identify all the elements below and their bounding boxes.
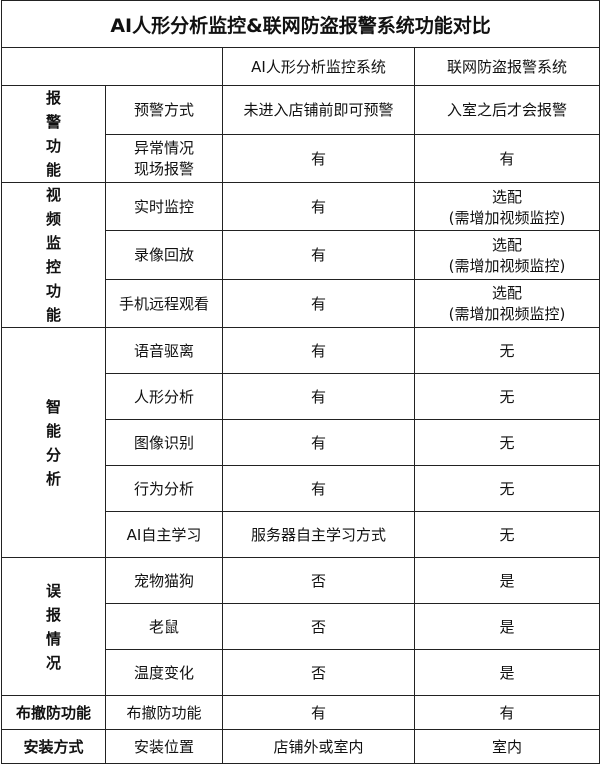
group-text: 视频监控功能	[45, 186, 61, 324]
table-row: AI自主学习 服务器自主学习方式无	[2, 511, 600, 558]
feature-name: 预警方式	[105, 85, 223, 135]
cell-value: 有	[222, 278, 415, 329]
cell-value: 有	[222, 373, 415, 420]
cell-value: 有	[413, 133, 600, 183]
cell-value: 入室之后才会报警	[413, 85, 600, 135]
table-row: 温度变化否是	[2, 649, 600, 696]
cell-value: 否	[222, 557, 415, 604]
table-row: 智能分析 语音驱离有无	[1, 327, 600, 558]
table-row: 误报情况 宠物猫狗否是	[1, 557, 600, 696]
cell-value: 有	[222, 465, 415, 512]
table-row: 视频监控功能 实时监控有选配 (需增加视频监控)	[1, 181, 600, 328]
table-row: 行为分析有无	[2, 465, 600, 512]
cell-value: 有	[222, 327, 415, 374]
column-header: AI人形分析监控系统	[222, 47, 415, 86]
cell-value: 否	[222, 603, 415, 650]
group-text: 布撤防功能	[15, 703, 91, 722]
cell-value: 有	[222, 695, 415, 730]
feature-name: 布撤防功能	[105, 695, 223, 730]
cell-value: 室内	[413, 729, 600, 764]
corner-cell	[1, 47, 223, 86]
group-text: 报警功能	[45, 89, 61, 179]
feature-name: 异常情况 现场报警	[105, 133, 223, 183]
table-row: 人形分析有无	[2, 373, 600, 420]
group-text: 安装方式	[23, 737, 84, 756]
cell-value: 无	[413, 511, 600, 558]
cell-value: 有	[222, 419, 415, 466]
group-label: 智能分析	[1, 327, 106, 558]
feature-name: 人形分析	[105, 373, 223, 420]
group-text: 误报情况	[45, 581, 61, 672]
table-row: 录像回放有选配 (需增加视频监控)	[2, 230, 600, 280]
cell-value: 服务器自主学习方式	[222, 511, 415, 558]
cell-value: 否	[222, 649, 415, 696]
group-label: 布撤防功能	[1, 695, 106, 730]
cell-value: 有	[222, 133, 415, 183]
table-title: AI人形分析监控&联网防盗报警系统功能对比	[0, 0, 600, 48]
feature-name: 宠物猫狗	[105, 557, 223, 604]
table-row: 图像识别有无	[2, 419, 600, 466]
feature-name: 手机远程观看	[105, 278, 223, 329]
cell-value: 无	[413, 327, 600, 374]
feature-name: 安装位置	[105, 729, 223, 764]
cell-value: 是	[413, 603, 600, 650]
feature-name: 温度变化	[105, 649, 223, 696]
feature-name: AI自主学习	[105, 511, 223, 558]
table-row: 异常情况 现场报警有有	[2, 133, 600, 183]
cell-value: 有	[413, 695, 600, 730]
table-row: 报警功能 预警方式 未进入店铺前即可预警 入室之后才会报警	[1, 85, 600, 183]
table-row: 安装方式 安装位置 店铺外或室内 室内	[1, 729, 600, 764]
cell-value: 是	[413, 649, 600, 696]
feature-name: 语音驱离	[105, 327, 223, 374]
cell-value: 无	[413, 465, 600, 512]
cell-value: 选配 (需增加视频监控)	[413, 230, 600, 280]
cell-value: 店铺外或室内	[222, 729, 415, 764]
group-label: 安装方式	[1, 729, 106, 764]
group-label: 视频监控功能	[1, 182, 106, 328]
group-label: 报警功能	[1, 85, 106, 183]
feature-name: 行为分析	[105, 465, 223, 512]
feature-name: 实时监控	[105, 181, 223, 232]
feature-name: 图像识别	[105, 419, 223, 466]
feature-name: 老鼠	[105, 603, 223, 650]
cell-value: 有	[222, 230, 415, 280]
feature-name: 录像回放	[105, 230, 223, 280]
table-row: 手机远程观看有选配 (需增加视频监控)	[2, 278, 600, 329]
cell-value: 选配 (需增加视频监控)	[413, 181, 600, 232]
column-header: 联网防盗报警系统	[413, 47, 600, 86]
cell-value: 选配 (需增加视频监控)	[413, 278, 600, 329]
cell-value: 是	[413, 557, 600, 604]
cell-value: 有	[222, 181, 415, 232]
group-text: 智能分析	[45, 397, 61, 488]
table-row: 布撤防功能 布撤防功能有有	[1, 695, 600, 730]
cell-value: 无	[413, 373, 600, 420]
comparison-table: AI人形分析监控&联网防盗报警系统功能对比 AI人形分析监控系统 联网防盗报警系…	[0, 0, 600, 764]
cell-value: 无	[413, 419, 600, 466]
cell-value: 未进入店铺前即可预警	[222, 85, 415, 135]
group-label: 误报情况	[1, 557, 106, 696]
